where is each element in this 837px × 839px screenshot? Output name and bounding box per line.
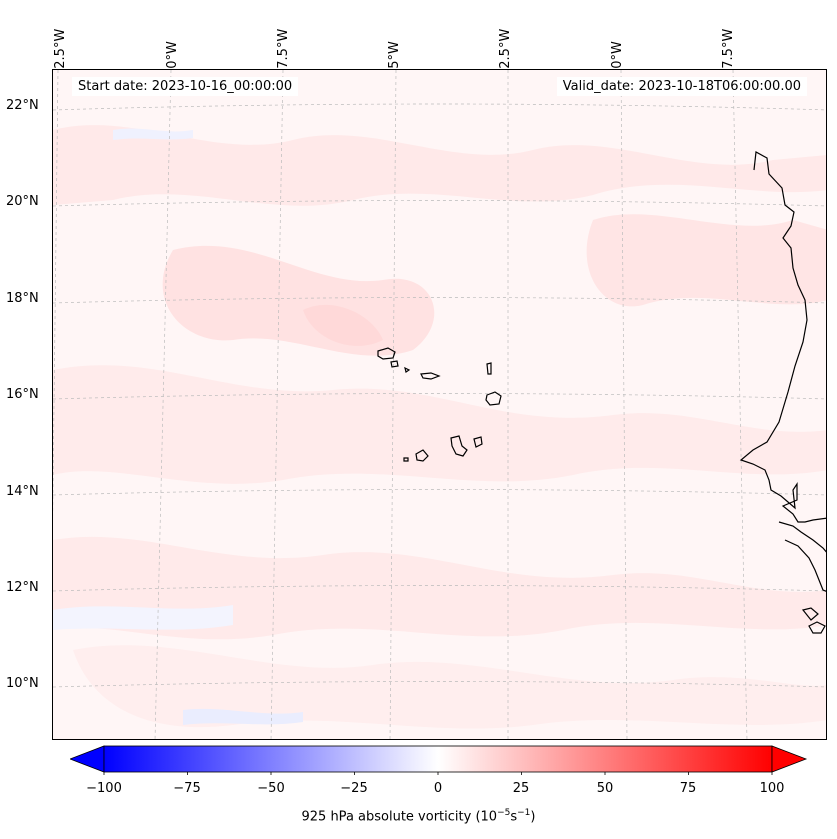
colorbar-tick-label: −25 xyxy=(340,781,368,796)
colorbar-tick-label: 25 xyxy=(512,781,530,796)
colorbar-gradient xyxy=(103,745,773,773)
map-panel[interactable] xyxy=(52,69,827,740)
graticule xyxy=(53,70,826,739)
african-coastline xyxy=(739,151,826,634)
colorbar-tick-label: −100 xyxy=(86,781,122,796)
colorbar-tick-label: −50 xyxy=(257,781,285,796)
colorbar-tick-label: 0 xyxy=(433,781,443,796)
lat-label-22n: 22°N xyxy=(6,98,39,113)
colorbar-tick-label: 50 xyxy=(596,781,614,796)
lat-label-10n: 10°N xyxy=(6,676,39,691)
colorbar-tick-label: 100 xyxy=(759,781,785,796)
colorbar-min-arrow xyxy=(70,745,105,773)
vorticity-map xyxy=(53,70,826,739)
colorbar-title: 925 hPa absolute vorticity (10−5s−1) xyxy=(301,808,536,825)
lat-label-18n: 18°N xyxy=(6,291,39,306)
colorbar-tick-label: 75 xyxy=(679,781,697,796)
valid-date-label: Valid_date: 2023-10-18T06:00:00.00 xyxy=(556,77,807,96)
colorbar-tick-label: −75 xyxy=(173,781,201,796)
lat-label-16n: 16°N xyxy=(6,387,39,402)
lat-label-20n: 20°N xyxy=(6,194,39,209)
colorbar-max-arrow xyxy=(771,745,808,773)
start-date-label: Start date: 2023-10-16_00:00:00 xyxy=(72,77,299,96)
lat-label-12n: 12°N xyxy=(6,580,39,595)
colorbar-ticks xyxy=(103,772,773,775)
vorticity-field xyxy=(53,70,826,739)
lat-label-14n: 14°N xyxy=(6,484,39,499)
cape-verde-islands xyxy=(377,347,502,462)
colorbar xyxy=(70,745,808,775)
